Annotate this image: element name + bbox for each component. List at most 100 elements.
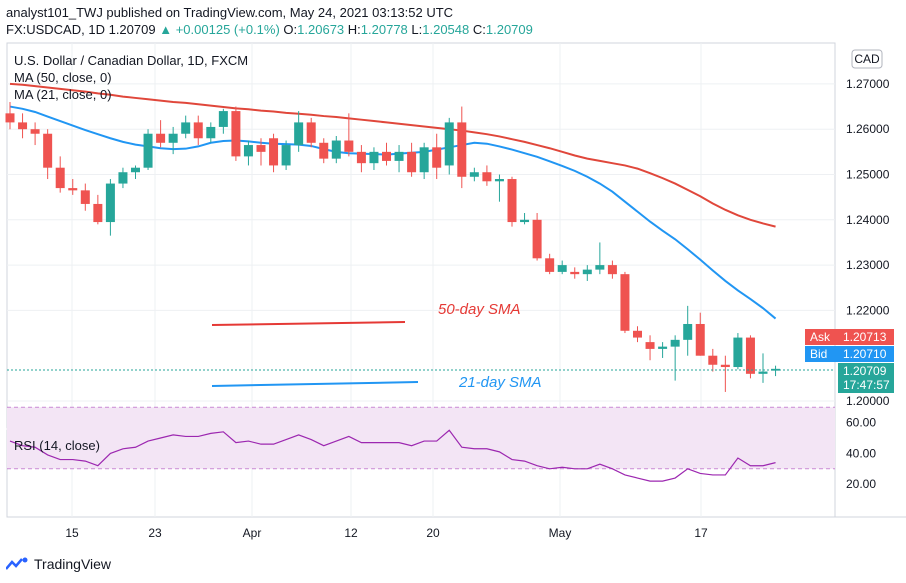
- currency-badge[interactable]: [851, 49, 883, 69]
- publish-info: analyst101_TWJ published on TradingView.…: [6, 5, 454, 20]
- candle-body: [105, 183, 115, 223]
- candle: [319, 138, 329, 164]
- candle: [695, 312, 705, 356]
- time-tick: 23: [148, 526, 162, 540]
- candle: [143, 129, 153, 170]
- ma50-line: [9, 82, 776, 228]
- candle: [168, 126, 178, 155]
- candle-body: [382, 151, 391, 161]
- candle-body: [269, 138, 279, 166]
- candle-body: [394, 151, 404, 161]
- candle-body: [256, 145, 266, 152]
- candle-body: [645, 342, 655, 349]
- bar-countdown: 17:47:57: [843, 378, 890, 392]
- candle-body: [482, 172, 492, 182]
- candle-body: [457, 122, 467, 177]
- candle-body: [758, 371, 768, 374]
- candle-body: [306, 122, 316, 143]
- candle-body: [55, 167, 65, 189]
- candle-body: [193, 122, 203, 139]
- ask-price-tag: [838, 329, 894, 345]
- up-arrow-icon: ▲: [159, 22, 173, 37]
- price-tick: 1.26000: [846, 122, 890, 136]
- candle-body: [683, 323, 693, 340]
- candle: [156, 120, 166, 148]
- candle-body: [633, 330, 642, 338]
- rsi-line: [9, 429, 776, 482]
- bid-tag-label: Bid: [810, 347, 827, 361]
- candle-body: [595, 265, 605, 270]
- price-tick: 1.24000: [846, 213, 890, 227]
- candle-body: [532, 219, 542, 259]
- candle: [520, 213, 530, 225]
- candle: [131, 165, 140, 180]
- candle: [193, 115, 203, 146]
- candle-body: [68, 188, 78, 191]
- time-tick: 15: [65, 526, 79, 540]
- candle: [758, 353, 768, 383]
- candle: [469, 167, 479, 182]
- candle: [670, 335, 680, 381]
- candle-body: [507, 179, 517, 223]
- candle: [720, 355, 730, 392]
- candle: [432, 133, 442, 180]
- candle-body: [708, 355, 718, 365]
- time-tick: 20: [426, 526, 440, 540]
- candle: [607, 260, 617, 279]
- candle: [532, 213, 542, 261]
- candle: [419, 142, 429, 180]
- last-price: 1.20709: [108, 22, 156, 37]
- candle: [93, 194, 103, 225]
- candle-body: [18, 122, 28, 130]
- candle-body: [181, 122, 191, 134]
- candle: [356, 145, 366, 173]
- tradingview-logo-text: TradingView: [34, 556, 112, 572]
- ask-tag-label: Ask: [810, 330, 831, 344]
- candle-body: [206, 126, 216, 139]
- bid-tag: [805, 346, 838, 362]
- candle-body: [545, 258, 555, 272]
- candle: [344, 113, 354, 157]
- rsi-tick: 40.00: [846, 446, 876, 460]
- candle: [645, 335, 655, 361]
- candle: [281, 140, 291, 170]
- tradingview-logo[interactable]: TradingView: [5, 556, 112, 572]
- candle: [118, 167, 128, 189]
- low-label: L:: [411, 22, 423, 37]
- candle-body: [218, 111, 228, 127]
- price-tick: 1.22000: [846, 303, 890, 317]
- candle-body: [243, 145, 253, 157]
- candle-body: [745, 337, 755, 374]
- price-change: +0.00125 (+0.1%): [175, 22, 280, 37]
- candle-body: [43, 133, 53, 168]
- candle-body: [570, 271, 580, 275]
- candle-body: [557, 265, 567, 272]
- candle: [80, 183, 90, 211]
- candle-body: [319, 142, 329, 159]
- high-label: H:: [347, 22, 361, 37]
- candle: [331, 135, 341, 164]
- candle: [394, 145, 404, 173]
- candle: [181, 115, 191, 139]
- candle: [18, 113, 28, 139]
- last-price-tag: [838, 363, 894, 393]
- symbol: FX:USDCAD, 1D: [6, 22, 105, 37]
- candle: [745, 335, 755, 379]
- candle-body: [620, 274, 630, 331]
- candle: [494, 174, 504, 202]
- candle-body: [143, 133, 153, 168]
- candle-body: [658, 346, 668, 349]
- candle: [507, 176, 517, 227]
- candle-body: [582, 269, 592, 275]
- candle: [30, 122, 40, 146]
- candle-body: [93, 203, 103, 223]
- time-tick: 17: [694, 526, 708, 540]
- candle-body: [331, 140, 341, 159]
- last-price-tag-value: 1.20709: [843, 364, 887, 378]
- candle: [243, 140, 253, 166]
- ma50-legend: MA (50, close, 0): [14, 70, 112, 85]
- candle: [269, 133, 279, 173]
- candle-body: [720, 364, 730, 368]
- price-tick: 1.20000: [846, 394, 890, 408]
